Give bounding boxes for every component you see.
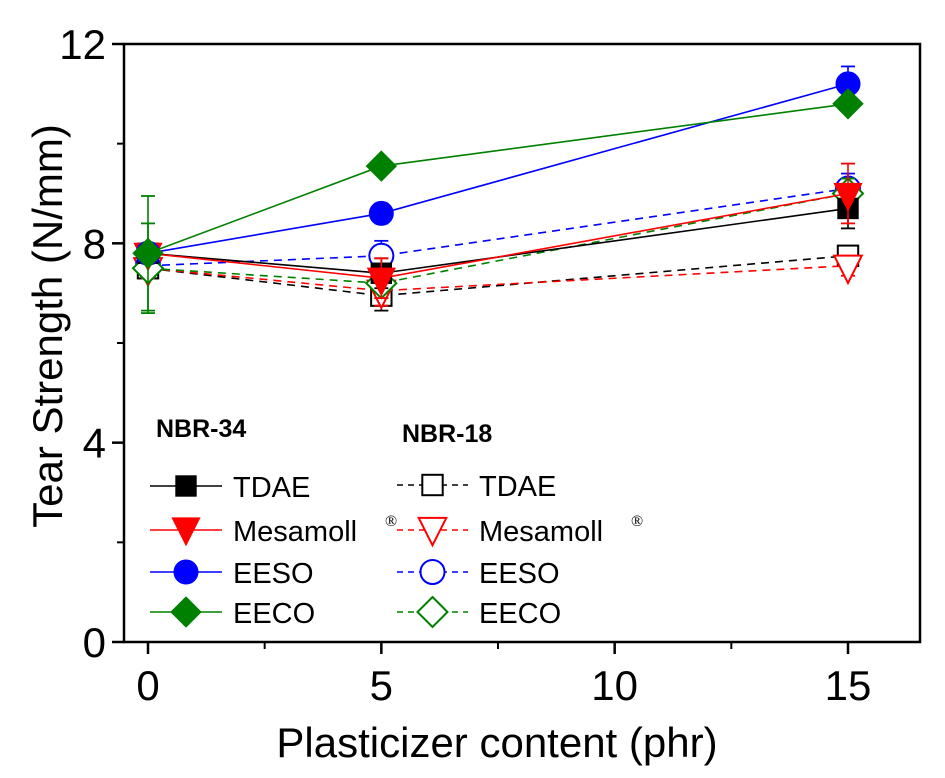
series-line bbox=[147, 83, 849, 255]
legend-marker bbox=[416, 595, 449, 629]
x-tick-label: 15 bbox=[825, 662, 872, 709]
plot-frame bbox=[122, 42, 922, 644]
series-line bbox=[147, 264, 849, 292]
legend-label-superscript: ® bbox=[385, 513, 397, 530]
y-axis-title: Tear Strength (N/mm) bbox=[24, 124, 71, 528]
legend-label: EECO bbox=[233, 598, 315, 630]
data-point bbox=[832, 254, 864, 286]
legend-marker bbox=[170, 596, 202, 628]
x-axis-title: Plasticizer content (phr) bbox=[276, 719, 717, 766]
legend-label: Mesamoll bbox=[479, 516, 603, 548]
legend-label: EESO bbox=[233, 558, 314, 590]
data-point bbox=[832, 88, 864, 120]
data-point bbox=[365, 150, 398, 182]
y-tick-label: 12 bbox=[59, 21, 106, 68]
x-tick-label: 10 bbox=[591, 662, 638, 709]
series-nbr-18-eeco bbox=[131, 177, 865, 315]
series-nbr-34-eeso bbox=[135, 65, 861, 266]
legend-marker bbox=[419, 559, 446, 585]
y-tick-label: 4 bbox=[83, 420, 106, 467]
data-point bbox=[366, 267, 396, 297]
legend-item: Mesamoll ® bbox=[150, 513, 397, 548]
data-point bbox=[833, 182, 863, 212]
x-tick-label: 5 bbox=[370, 662, 393, 709]
x-tick-label: 0 bbox=[136, 662, 159, 709]
legend-item: Mesamoll ® bbox=[397, 513, 643, 548]
data-point bbox=[368, 200, 394, 226]
y-tick-label: 8 bbox=[83, 220, 106, 267]
legend-label: Mesamoll bbox=[233, 516, 357, 548]
y-tick-label: 0 bbox=[83, 619, 106, 666]
series-line bbox=[147, 192, 849, 285]
legend-marker bbox=[417, 516, 448, 548]
legend-title-nbr-34: NBR-34 bbox=[156, 415, 246, 443]
data-point bbox=[132, 237, 164, 270]
series-nbr-34-eeco bbox=[132, 88, 864, 312]
series-line bbox=[147, 103, 849, 255]
legend-marker bbox=[421, 473, 444, 497]
series-line bbox=[147, 254, 849, 297]
series-line bbox=[147, 187, 849, 267]
legend-marker bbox=[175, 475, 197, 497]
legend-label: EESO bbox=[479, 558, 560, 590]
plot-marks bbox=[131, 65, 865, 315]
axes: 0 5 10 15 0 4 8 12 bbox=[59, 21, 871, 709]
legend-marker bbox=[173, 559, 199, 585]
legend-label: TDAE bbox=[479, 471, 556, 503]
series-line bbox=[147, 207, 849, 275]
legend-label: TDAE bbox=[233, 472, 310, 504]
legend-item: TDAE bbox=[397, 471, 556, 503]
legend: NBR-34 TDAE Mesamoll ® EESO EECO NBR-18 TDAE Mes… bbox=[150, 415, 643, 630]
legend-item: EESO bbox=[150, 558, 314, 590]
legend-title-nbr-18: NBR-18 bbox=[402, 420, 492, 448]
legend-label: EECO bbox=[479, 598, 561, 630]
legend-item: EECO bbox=[397, 595, 561, 630]
legend-marker bbox=[171, 517, 201, 547]
legend-item: EESO bbox=[397, 558, 560, 590]
legend-item: EECO bbox=[150, 596, 315, 630]
series-nbr-34-mesamoll bbox=[133, 162, 863, 300]
legend-item: TDAE bbox=[150, 472, 310, 504]
legend-label-superscript: ® bbox=[631, 513, 643, 530]
